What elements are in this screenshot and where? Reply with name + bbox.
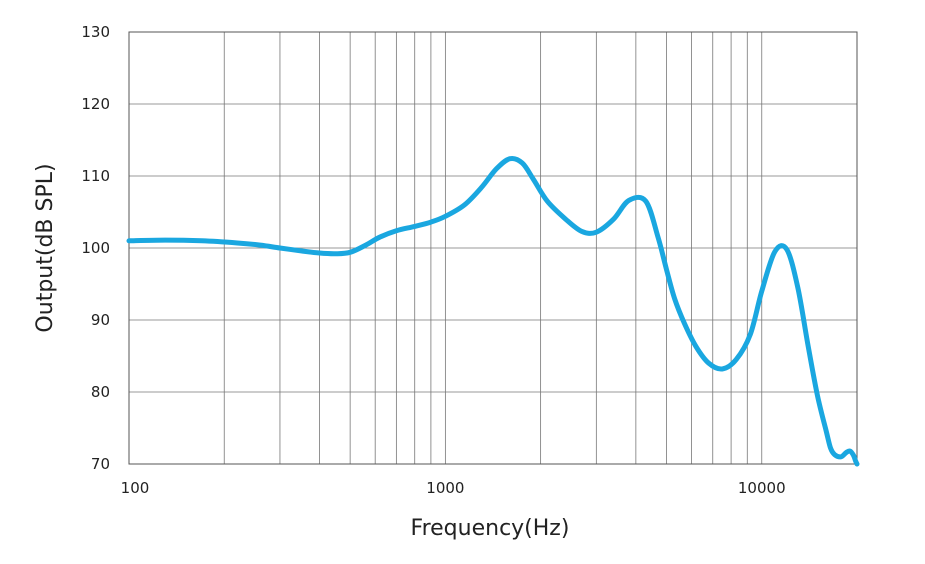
plot-area-frame xyxy=(128,31,858,465)
frequency-response-line xyxy=(126,155,860,467)
y-tick-label: 100 xyxy=(81,239,110,257)
y-tick-label: 70 xyxy=(91,455,110,473)
y-axis-label: Output(dB SPL) xyxy=(33,163,58,332)
x-tick-label: 100 xyxy=(121,479,150,497)
y-tick-label: 130 xyxy=(81,23,110,41)
x-axis-label: Frequency(Hz) xyxy=(411,516,570,541)
y-tick-label: 90 xyxy=(91,311,110,329)
horizontal-gridlines xyxy=(129,103,857,393)
y-tick-label: 80 xyxy=(91,383,110,401)
y-axis-tick-labels: 70 80 90 100 110 120 130 xyxy=(81,23,110,473)
x-tick-label: 1000 xyxy=(426,479,464,497)
y-tick-label: 120 xyxy=(81,95,110,113)
y-tick-label: 110 xyxy=(81,167,110,185)
x-tick-label: 10000 xyxy=(738,479,786,497)
x-axis-tick-labels: 100 1000 10000 xyxy=(121,479,786,497)
